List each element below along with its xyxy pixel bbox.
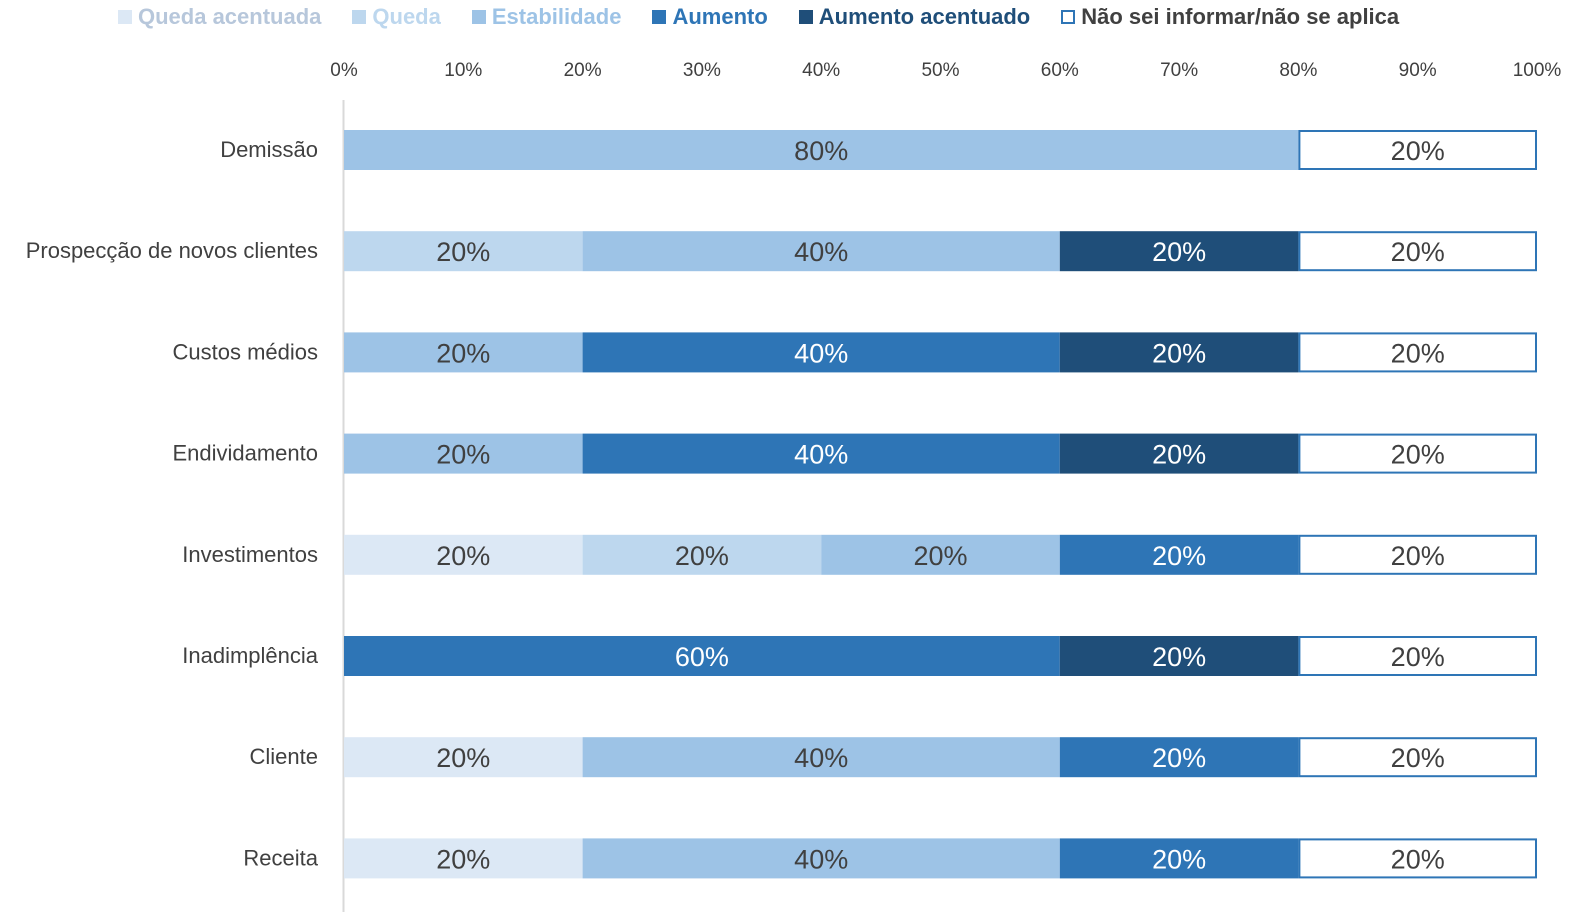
data-label: 20% bbox=[436, 743, 490, 773]
legend-label: Aumento acentuado bbox=[818, 4, 1031, 29]
data-label: 20% bbox=[1391, 743, 1445, 773]
bar-segment bbox=[1298, 636, 1538, 676]
bar-segment bbox=[582, 737, 1060, 778]
bar-segment bbox=[582, 534, 822, 575]
data-label: 20% bbox=[1391, 440, 1445, 470]
x-tick-label: 30% bbox=[683, 60, 721, 81]
category-label: Investimentos bbox=[182, 542, 318, 567]
data-label: 20% bbox=[436, 541, 490, 571]
data-label: 20% bbox=[1391, 844, 1445, 874]
bar-segment bbox=[344, 838, 583, 879]
bar-segment bbox=[1298, 130, 1538, 170]
bar-segment bbox=[344, 636, 1060, 676]
legend-item: Estabilidade bbox=[471, 4, 622, 30]
data-label: 20% bbox=[1391, 642, 1445, 672]
bar-segment bbox=[1298, 534, 1538, 575]
data-label: 20% bbox=[1391, 237, 1445, 267]
bar-segment bbox=[1298, 433, 1538, 474]
x-tick-label: 80% bbox=[1279, 60, 1317, 81]
bar-segment bbox=[344, 332, 583, 373]
bar-segment bbox=[344, 534, 583, 575]
bar-segment bbox=[582, 231, 1060, 272]
bar-segment bbox=[344, 737, 583, 778]
bar-segment bbox=[1059, 838, 1299, 879]
legend-swatch bbox=[652, 10, 667, 24]
legend-label: Queda acentuada bbox=[138, 4, 322, 29]
bar-segment bbox=[821, 534, 1060, 575]
data-label: 20% bbox=[436, 237, 490, 267]
x-tick-label: 70% bbox=[1160, 60, 1198, 81]
category-label: Cliente bbox=[250, 744, 318, 769]
data-label: 20% bbox=[1152, 440, 1206, 470]
legend-item: Aumento acentuado bbox=[798, 4, 1031, 30]
legend-label: Aumento bbox=[672, 4, 768, 29]
legend-swatch bbox=[471, 10, 486, 24]
data-label: 20% bbox=[436, 440, 490, 470]
data-label: 60% bbox=[675, 642, 729, 672]
data-label: 20% bbox=[436, 338, 490, 368]
data-label: 20% bbox=[1391, 338, 1445, 368]
data-label: 20% bbox=[1152, 541, 1206, 571]
data-label: 20% bbox=[913, 541, 967, 571]
data-label: 40% bbox=[794, 237, 848, 267]
bar-segment bbox=[1298, 838, 1538, 879]
bar-segment bbox=[1298, 332, 1538, 373]
x-tick-label: 50% bbox=[921, 60, 959, 81]
legend-label: Estabilidade bbox=[491, 4, 622, 29]
legend-swatch bbox=[798, 10, 813, 24]
bar-segment bbox=[344, 231, 583, 272]
category-label: Endividamento bbox=[172, 441, 318, 466]
bar-segment bbox=[1059, 534, 1299, 575]
data-label: 40% bbox=[794, 844, 848, 874]
data-label: 20% bbox=[1152, 743, 1206, 773]
legend-item: Queda acentuada bbox=[118, 4, 321, 30]
data-label: 20% bbox=[1391, 136, 1445, 166]
x-tick-label: 10% bbox=[444, 60, 482, 81]
category-label: Inadimplência bbox=[182, 643, 319, 668]
x-tick-label: 60% bbox=[1041, 60, 1079, 81]
legend-item: Não sei informar/não se aplica bbox=[1061, 4, 1399, 30]
legend-item: Aumento bbox=[652, 4, 768, 30]
bar-segment bbox=[344, 433, 583, 474]
legend-label: Queda bbox=[372, 4, 441, 29]
data-label: 20% bbox=[675, 541, 729, 571]
bar-segment bbox=[582, 433, 1060, 474]
bar-segment bbox=[1059, 433, 1299, 474]
category-label: Custos médios bbox=[172, 339, 318, 364]
x-tick-label: 100% bbox=[1513, 60, 1562, 81]
bar-segment bbox=[1298, 231, 1538, 272]
bar-segment bbox=[1059, 737, 1299, 778]
legend-swatch bbox=[1061, 10, 1076, 24]
legend-swatch bbox=[352, 10, 367, 24]
bar-segment bbox=[1298, 737, 1538, 778]
data-label: 40% bbox=[794, 743, 848, 773]
legend-swatch bbox=[118, 10, 132, 24]
bar-segment bbox=[582, 838, 1060, 879]
data-label: 20% bbox=[1152, 844, 1206, 874]
x-tick-label: 40% bbox=[802, 60, 840, 81]
data-label: 40% bbox=[794, 338, 848, 368]
bar-segment bbox=[582, 332, 1060, 373]
x-tick-label: 20% bbox=[564, 60, 602, 81]
x-tick-label: 0% bbox=[330, 60, 358, 81]
legend-label: Não sei informar/não se aplica bbox=[1081, 4, 1400, 29]
legend: Queda acentuada Queda Estabilidade Aumento A… bbox=[118, 4, 1430, 30]
bar-segment bbox=[344, 130, 1299, 170]
legend-item: Queda bbox=[352, 4, 441, 30]
data-label: 80% bbox=[794, 136, 848, 166]
bar-segment bbox=[1059, 332, 1299, 373]
category-label: Demissão bbox=[220, 137, 318, 162]
data-label: 20% bbox=[436, 844, 490, 874]
category-label: Prospecção de novos clientes bbox=[26, 238, 318, 263]
category-label: Receita bbox=[243, 845, 318, 870]
bar-segment bbox=[1059, 231, 1299, 272]
data-label: 40% bbox=[794, 440, 848, 470]
data-label: 20% bbox=[1152, 237, 1206, 267]
data-label: 20% bbox=[1152, 642, 1206, 672]
bar-segment bbox=[1059, 636, 1299, 676]
data-label: 20% bbox=[1152, 338, 1206, 368]
data-label: 20% bbox=[1391, 541, 1445, 571]
x-tick-label: 90% bbox=[1399, 60, 1437, 81]
